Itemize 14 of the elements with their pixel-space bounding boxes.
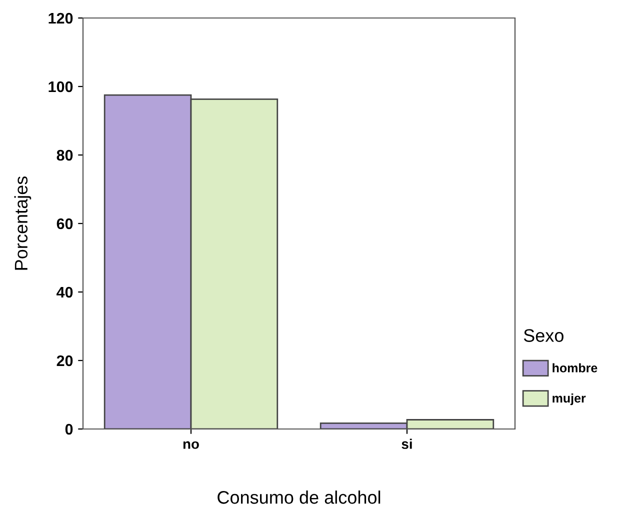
y-tick-label: 0 [65,424,73,435]
x-axis-title: Consumo de alcohol [218,490,380,504]
y-tick-label: 100 [48,81,73,92]
y-tick-label: 20 [56,355,73,366]
y-tick-label: 60 [56,218,73,230]
y-axis-title: Porcentajes [14,176,32,270]
legend-title: Sexo [524,329,564,342]
legend-label: hombre [552,363,598,372]
x-tick-label: no [183,441,199,449]
x-tick-label: si [402,438,412,449]
y-tick-label: 80 [56,150,73,161]
legend-label: mujer [552,393,586,406]
y-tick-label: 120 [48,12,73,24]
y-tick-label: 40 [56,286,73,298]
